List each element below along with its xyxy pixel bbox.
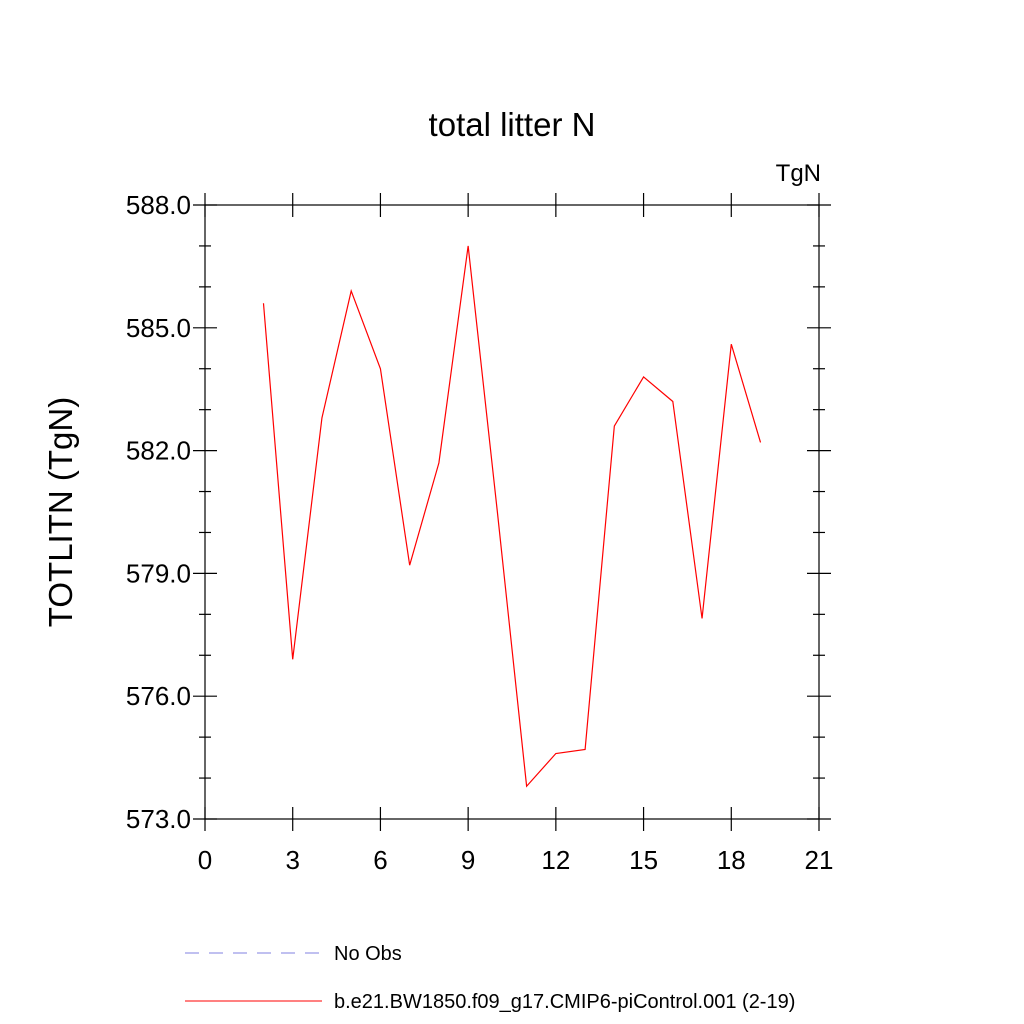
x-tick-label: 12 — [541, 845, 570, 875]
legend: No Obs b.e21.BW1850.f09_g17.CMIP6-piContr… — [185, 943, 795, 1013]
x-tick-label: 21 — [805, 845, 834, 875]
y-tick-label: 588.0 — [126, 190, 191, 220]
plot-frame — [204, 204, 820, 820]
y-tick-label: 573.0 — [126, 804, 191, 834]
x-tick-label: 9 — [461, 845, 475, 875]
units-label: TgN — [776, 160, 821, 187]
y-tick-label: 576.0 — [126, 681, 191, 711]
x-tick-label: 18 — [717, 845, 746, 875]
y-tick-label: 585.0 — [126, 313, 191, 343]
x-ticks: 0 3 6 9 12 15 18 21 — [198, 193, 834, 875]
y-tick-label: 582.0 — [126, 436, 191, 466]
x-tick-label: 15 — [629, 845, 658, 875]
legend-label-0: No Obs — [334, 943, 402, 965]
y-axis-label: TOTLITN (TgN) — [42, 397, 79, 627]
y-ticks: 573.0 576.0 579.0 582.0 585.0 588.0 — [126, 190, 831, 834]
series-layer — [262, 245, 762, 788]
y-tick-label: 579.0 — [126, 558, 191, 588]
series-line-1 — [262, 245, 762, 788]
chart-title: total litter N — [429, 106, 596, 143]
x-tick-label: 3 — [285, 845, 299, 875]
legend-label-1: b.e21.BW1850.f09_g17.CMIP6-piControl.001… — [334, 991, 795, 1013]
x-tick-label: 6 — [373, 845, 387, 875]
x-tick-label: 0 — [198, 845, 212, 875]
